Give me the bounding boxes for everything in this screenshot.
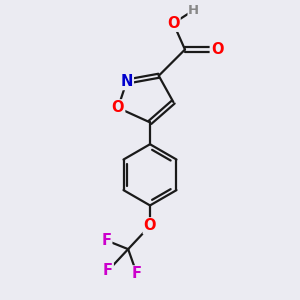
Text: F: F [101,233,111,248]
Text: O: O [112,100,124,115]
Text: F: F [103,263,113,278]
Text: O: O [211,42,223,57]
Text: O: O [144,218,156,233]
Text: F: F [132,266,142,281]
Text: N: N [121,74,133,89]
Text: H: H [188,4,199,17]
Text: O: O [167,16,180,31]
